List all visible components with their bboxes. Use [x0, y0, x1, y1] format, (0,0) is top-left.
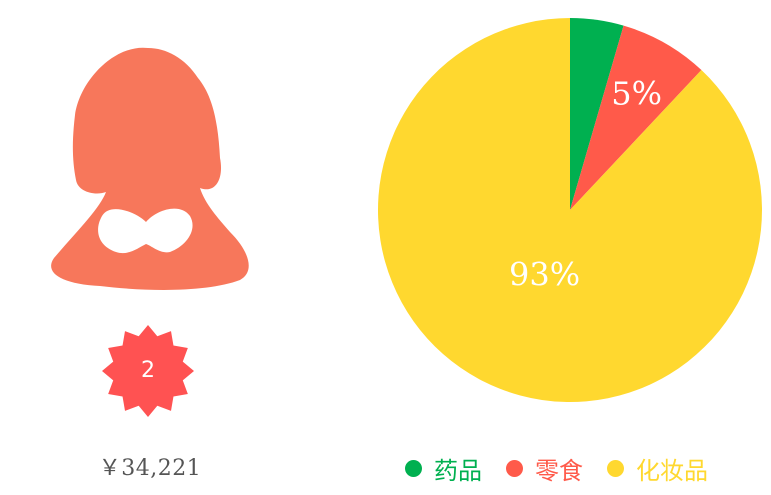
avatar [40, 40, 260, 300]
pie-slice-label: 93% [509, 255, 580, 293]
legend-item[interactable]: 零食 [506, 451, 583, 486]
legend-dot-icon [506, 459, 523, 477]
pie-slice [570, 25, 702, 211]
legend-item[interactable]: 化妆品 [607, 451, 708, 486]
pie-slice [377, 18, 762, 402]
pie-slice-label: 5% [611, 74, 662, 112]
legend-label: 零食 [535, 456, 583, 485]
legend-dot-icon [607, 459, 624, 477]
legend-label: 药品 [434, 456, 482, 485]
rank-number: 2 [141, 358, 155, 383]
pie-slice [570, 18, 624, 210]
legend-item[interactable]: 药品 [405, 451, 482, 486]
badge-star-shape [102, 325, 194, 417]
amount-value: ￥34,221 [98, 456, 202, 481]
pie-chart: 5% 93% [370, 10, 770, 410]
legend-label: 化妆品 [636, 456, 708, 485]
legend-dot-icon [405, 459, 422, 477]
chart-legend: 药品 零食 化妆品 [405, 450, 708, 486]
rank-badge: 2 [100, 325, 196, 417]
badge-star-icon [102, 325, 194, 417]
woman-avatar-icon [51, 47, 249, 290]
